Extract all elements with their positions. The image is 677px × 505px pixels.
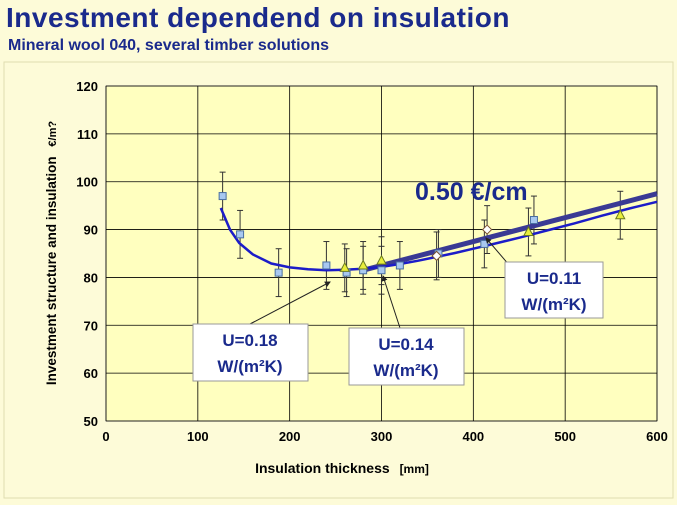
- y-tick-label: 110: [77, 127, 98, 142]
- square-marker: [236, 230, 245, 239]
- trend-line: [362, 191, 658, 273]
- y-axis-label: Investment structure and insulation €/m?: [44, 121, 59, 386]
- y-tick-label: 100: [76, 175, 98, 190]
- callout-u014-value: U=0.14: [378, 335, 434, 354]
- slide-subtitle: Mineral wool 040, several timber solutio…: [8, 37, 329, 54]
- callout-u014: U=0.14 W/(m²K): [348, 275, 465, 386]
- diamond-marker: [481, 224, 493, 235]
- square-marker: [274, 268, 283, 277]
- triangle-marker: [376, 254, 387, 265]
- callout-u018: U=0.18 W/(m²K): [192, 281, 331, 382]
- y-axis-title: Investment structure and insulation: [44, 156, 59, 385]
- diamond-marker: [431, 250, 442, 262]
- square-marker: [395, 261, 404, 270]
- grid-lines: [105, 85, 658, 422]
- y-axis-unit: €/m?: [47, 121, 59, 147]
- square-marker: [480, 239, 489, 248]
- callout-u011-value: U=0.11: [527, 269, 581, 288]
- triangle-marker: [339, 261, 351, 272]
- triangle-marker: [357, 259, 369, 270]
- y-tick-label: 120: [76, 79, 98, 94]
- y-tick-label: 90: [84, 223, 98, 238]
- square-marker: [529, 216, 538, 224]
- callout-u011-unit: W/(m²K): [521, 295, 586, 314]
- x-tick-label: 300: [371, 429, 393, 444]
- data-markers: [218, 192, 626, 277]
- x-tick-label: 600: [646, 429, 668, 444]
- y-axis-ticks: 50 60 70 80 90 100 110 120: [76, 79, 98, 429]
- callout-u014-unit: W/(m²K): [373, 361, 438, 380]
- triangle-marker: [523, 225, 534, 236]
- x-axis-title: Insulation thickness: [255, 460, 390, 476]
- slide-title: Investment dependend on insulation: [6, 2, 510, 33]
- x-axis-ticks: 0 100 200 300 400 500 600: [102, 429, 667, 444]
- square-marker: [218, 192, 227, 201]
- square-marker: [377, 266, 386, 275]
- x-tick-label: 400: [462, 429, 484, 444]
- x-axis-unit: [mm]: [400, 462, 429, 476]
- y-tick-label: 70: [84, 318, 98, 333]
- callout-u018-value: U=0.18: [222, 331, 277, 350]
- y-tick-label: 60: [84, 366, 98, 381]
- x-tick-label: 200: [279, 429, 301, 444]
- triangle-marker: [614, 209, 626, 220]
- x-axis-label: Insulation thickness [mm]: [255, 460, 429, 476]
- callout-u018-unit: W/(m²K): [217, 357, 282, 376]
- x-tick-label: 0: [102, 429, 109, 444]
- y-tick-label: 80: [84, 270, 98, 285]
- x-tick-label: 100: [187, 429, 209, 444]
- x-tick-label: 500: [554, 429, 576, 444]
- square-marker: [322, 261, 331, 270]
- slope-annotation: 0.50 €/cm: [415, 178, 528, 206]
- callout-u011: U=0.11 W/(m²K): [485, 237, 604, 319]
- y-tick-label: 50: [84, 414, 98, 429]
